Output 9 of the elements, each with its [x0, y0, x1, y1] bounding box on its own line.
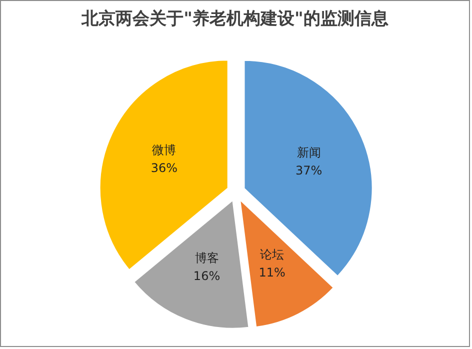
slice-label: 微博 — [152, 143, 176, 158]
data-label: 11% — [258, 266, 286, 280]
slice-label: 论坛 — [260, 248, 284, 262]
chart-title: 北京两会关于"养老机构建设"的监测信息 — [80, 9, 388, 29]
slice-label: 新闻 — [296, 145, 321, 160]
data-label: 37% — [296, 163, 322, 178]
data-label: 16% — [193, 268, 220, 283]
data-label: 36% — [150, 161, 178, 176]
slice-label: 博客 — [194, 250, 219, 265]
